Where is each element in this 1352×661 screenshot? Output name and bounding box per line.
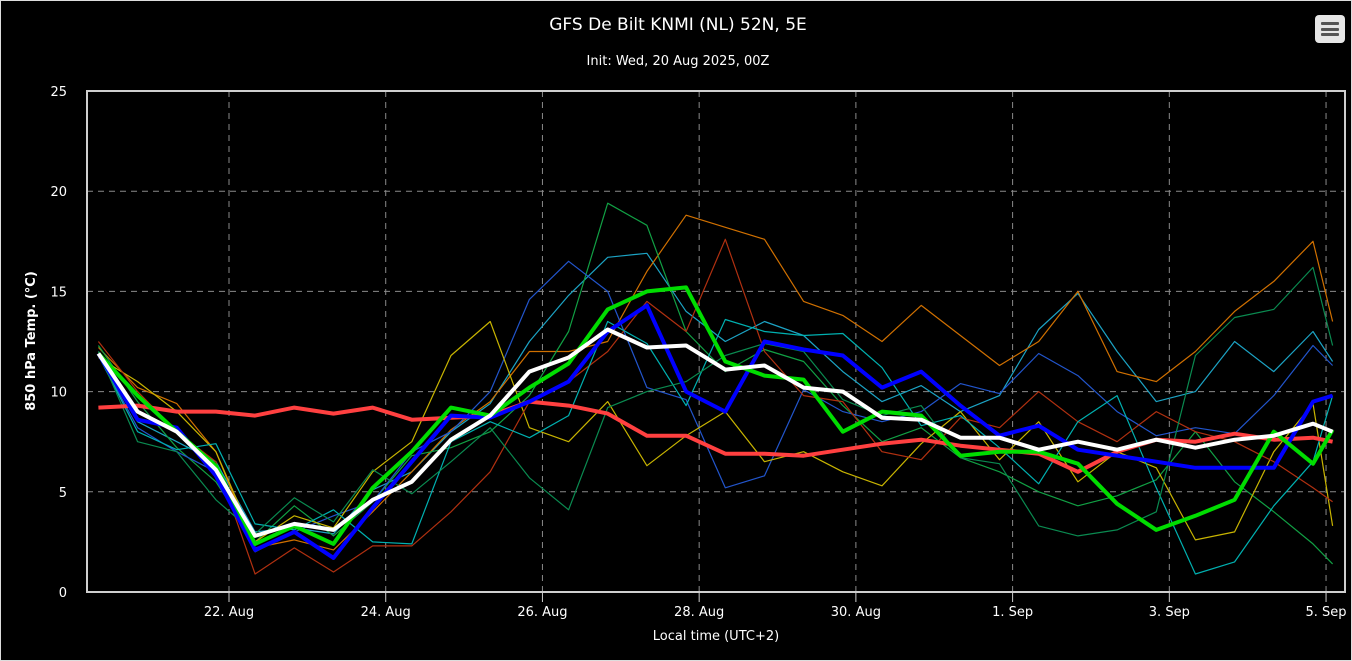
x-tick-label: 24. Aug — [361, 605, 411, 620]
control-series-line — [96, 285, 1335, 546]
y-tick-label: 5 — [59, 486, 67, 501]
x-tick-label: 28. Aug — [674, 605, 724, 620]
chart-title: GFS De Bilt KNMI (NL) 52N, 5E — [549, 15, 807, 35]
y-axis-title: 850 hPa Temp. (°C) — [24, 271, 39, 411]
ensemble-member-line-6 — [97, 238, 1333, 575]
y-tick-label: 10 — [50, 386, 67, 401]
ensemble-member-line-7 — [97, 318, 1334, 575]
y-tick-label: 25 — [50, 85, 67, 100]
x-tick-label: 22. Aug — [204, 605, 254, 620]
y-tick-label: 20 — [50, 185, 67, 200]
grid — [87, 91, 1345, 592]
mean-series-line — [96, 327, 1334, 538]
x-tick-label: 5. Sep — [1306, 605, 1347, 620]
chart-subtitle: Init: Wed, 20 Aug 2025, 00Z — [587, 54, 770, 69]
hamburger-menu-icon[interactable] — [1315, 15, 1345, 43]
ensemble-member-line-5 — [98, 320, 1334, 543]
y-tick-label: 0 — [59, 586, 67, 601]
x-tick-label: 26. Aug — [517, 605, 567, 620]
ensemble-member-line-2 — [97, 214, 1334, 551]
operational-series-line — [96, 303, 1334, 560]
y-axis-ticks: 0 5 10 15 20 25 — [50, 85, 67, 601]
x-tick-label: 3. Sep — [1149, 605, 1190, 620]
ensemble-member-line-3 — [97, 202, 1334, 565]
ensemble-member-line-8 — [97, 266, 1334, 537]
plot-border — [86, 90, 1346, 593]
y-tick-label: 15 — [50, 285, 67, 300]
x-axis-title: Local time (UTC+2) — [653, 629, 779, 644]
ensemble-members — [97, 202, 1334, 575]
main-series — [96, 285, 1335, 560]
x-axis-ticks: 22. Aug 24. Aug 26. Aug 28. Aug 30. Aug 1. Se… — [204, 592, 1347, 620]
x-tick-label: 30. Aug — [831, 605, 881, 620]
x-tick-label: 1. Sep — [992, 605, 1033, 620]
